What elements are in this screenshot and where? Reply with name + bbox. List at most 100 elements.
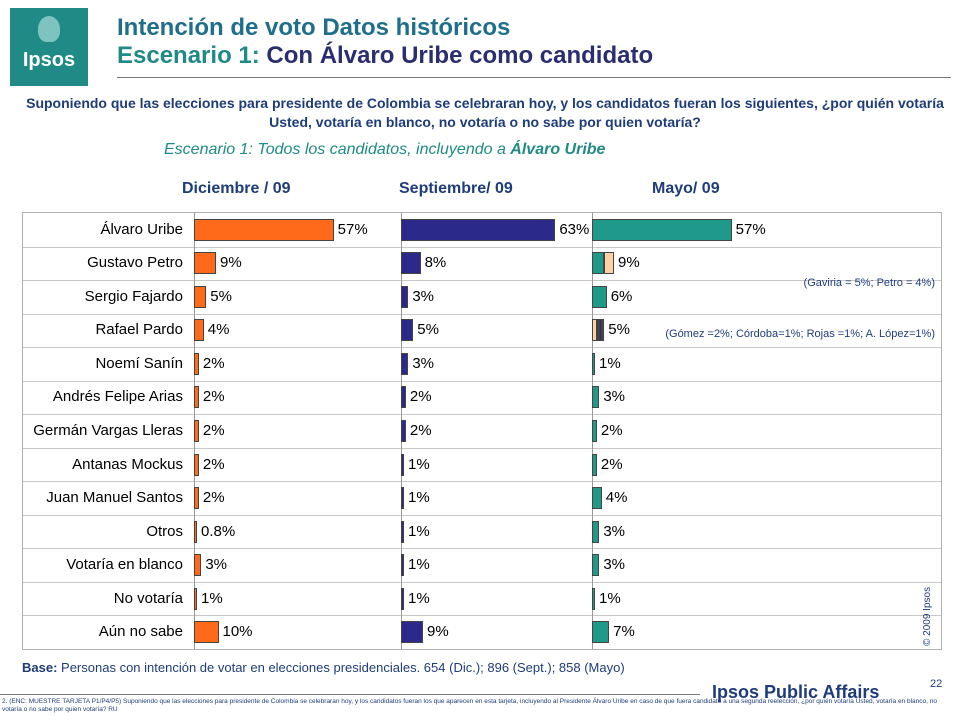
bar-dic <box>194 554 202 577</box>
category-label: Álvaro Uribe <box>100 220 183 238</box>
bar-sep <box>401 285 409 308</box>
bar-annotation: (Gómez =2%; Córdoba=1%; Rojas =1%; A. Ló… <box>665 328 935 341</box>
ipsos-logo: Ipsos <box>10 8 88 86</box>
value-label-may: 1% <box>599 589 621 607</box>
bar-dic <box>194 285 207 308</box>
chart-plot-area: Álvaro Uribe 57% 63% 57% Gustavo Petro 9% 8% (G… <box>22 212 942 650</box>
bar-may <box>592 285 607 308</box>
page-title: Intención de voto Datos históricos <box>117 14 511 41</box>
value-label-may: 5% <box>608 321 630 339</box>
bar-sep <box>401 587 404 610</box>
bar-dic <box>194 453 199 476</box>
value-label-may: 1% <box>599 354 621 372</box>
bar-dic <box>194 420 199 442</box>
subtitle-prefix: Escenario 1: <box>117 42 260 69</box>
bar-may <box>592 453 597 476</box>
bar-may <box>592 587 595 610</box>
category-label: Germán Vargas Lleras <box>33 422 183 439</box>
category-label: Aún no sabe <box>98 623 183 641</box>
row-gridline <box>23 481 941 483</box>
row-gridline <box>23 581 941 583</box>
scenario-highlight: Álvaro Uribe <box>510 141 606 158</box>
bar-sep <box>401 352 409 375</box>
value-label-sep: 2% <box>409 422 432 439</box>
bar-dic <box>194 520 197 543</box>
value-label-dic: 1% <box>201 589 223 607</box>
value-label-dic: 10% <box>222 623 253 641</box>
value-label-dic: 5% <box>210 287 232 305</box>
row-gridline <box>23 347 941 349</box>
row-gridline <box>23 414 941 416</box>
brand-logo: Ipsos Public Affairs <box>712 682 880 702</box>
value-label-may: 57% <box>735 220 766 238</box>
copyright: © 2009 Ipsos <box>922 586 933 646</box>
row-gridline <box>23 447 941 449</box>
footer-divider <box>0 694 700 695</box>
bar-segment-may <box>604 252 615 275</box>
bar-may <box>592 621 610 644</box>
category-label: Votaría en blanco <box>66 556 183 574</box>
row-gridline <box>23 514 941 516</box>
value-label-may: 7% <box>613 623 635 641</box>
category-label: Rafael Pardo <box>95 321 183 339</box>
category-label: Sergio Fajardo <box>84 287 183 305</box>
survey-question: Suponiendo que las elecciones para presi… <box>26 95 944 130</box>
logo-head-icon <box>38 16 60 42</box>
row-gridline <box>23 246 941 248</box>
bar-may <box>592 352 595 375</box>
scenario-prefix: Escenario 1: Todos los candidatos, inclu… <box>164 141 511 158</box>
bar-dic <box>194 386 199 409</box>
bar-dic <box>194 352 199 375</box>
value-label-dic: 4% <box>207 321 230 339</box>
bar-may <box>592 554 600 577</box>
value-label-may: 2% <box>600 422 623 439</box>
page-number: 22 <box>930 678 943 690</box>
bar-dic <box>194 252 217 275</box>
value-label-sep: 63% <box>559 220 590 238</box>
value-label-dic: 2% <box>202 354 225 372</box>
value-label-sep: 3% <box>412 354 435 372</box>
value-label-sep: 1% <box>408 522 430 540</box>
value-label-may: 3% <box>603 522 626 540</box>
column-header-dic: Diciembre / 09 <box>182 180 291 197</box>
value-label-dic: 9% <box>220 254 242 272</box>
category-label: Noemí Sanín <box>95 354 183 372</box>
value-label-may: 6% <box>610 287 633 305</box>
row-gridline <box>23 313 941 315</box>
bar-segment-may <box>596 319 600 342</box>
bar-segment-may <box>601 319 605 342</box>
value-label-may: 3% <box>603 388 626 406</box>
bar-sep <box>401 386 406 409</box>
scenario-label: Escenario 1: Todos los candidatos, inclu… <box>164 141 605 159</box>
row-gridline <box>23 548 941 550</box>
bar-may <box>592 520 600 543</box>
footnote: 2. (ENC: MUESTRE TARJETA P1/P4/P5) Supon… <box>2 698 937 713</box>
base-label: Base: <box>22 660 58 675</box>
row-gridline <box>23 380 941 382</box>
category-label: Juan Manuel Santos <box>46 489 183 507</box>
base-text: Personas con intención de votar en elecc… <box>57 660 625 675</box>
bar-segment-may <box>592 252 605 275</box>
bar-sep <box>401 487 404 510</box>
bar-sep <box>401 621 424 644</box>
category-label: Antanas Mockus <box>72 455 183 473</box>
bar-segment-may <box>599 319 602 342</box>
bar-dic <box>194 319 204 342</box>
bar-dic <box>194 621 219 644</box>
value-label-may: 9% <box>618 254 640 272</box>
bar-may <box>592 386 600 409</box>
value-label-may: 3% <box>603 556 626 574</box>
value-label-sep: 3% <box>412 287 435 305</box>
value-label-dic: 2% <box>202 422 225 439</box>
value-label-may: 4% <box>605 489 628 507</box>
logo-text: Ipsos <box>22 49 76 71</box>
bar-may <box>592 420 597 442</box>
category-label: No votaría <box>113 589 183 607</box>
title-divider <box>117 77 951 78</box>
bar-dic <box>194 218 334 241</box>
bar-segment-may <box>592 319 597 342</box>
row-gridline <box>23 280 941 282</box>
bar-dic <box>194 487 199 510</box>
bar-sep <box>401 520 404 543</box>
value-label-dic: 57% <box>337 220 368 238</box>
